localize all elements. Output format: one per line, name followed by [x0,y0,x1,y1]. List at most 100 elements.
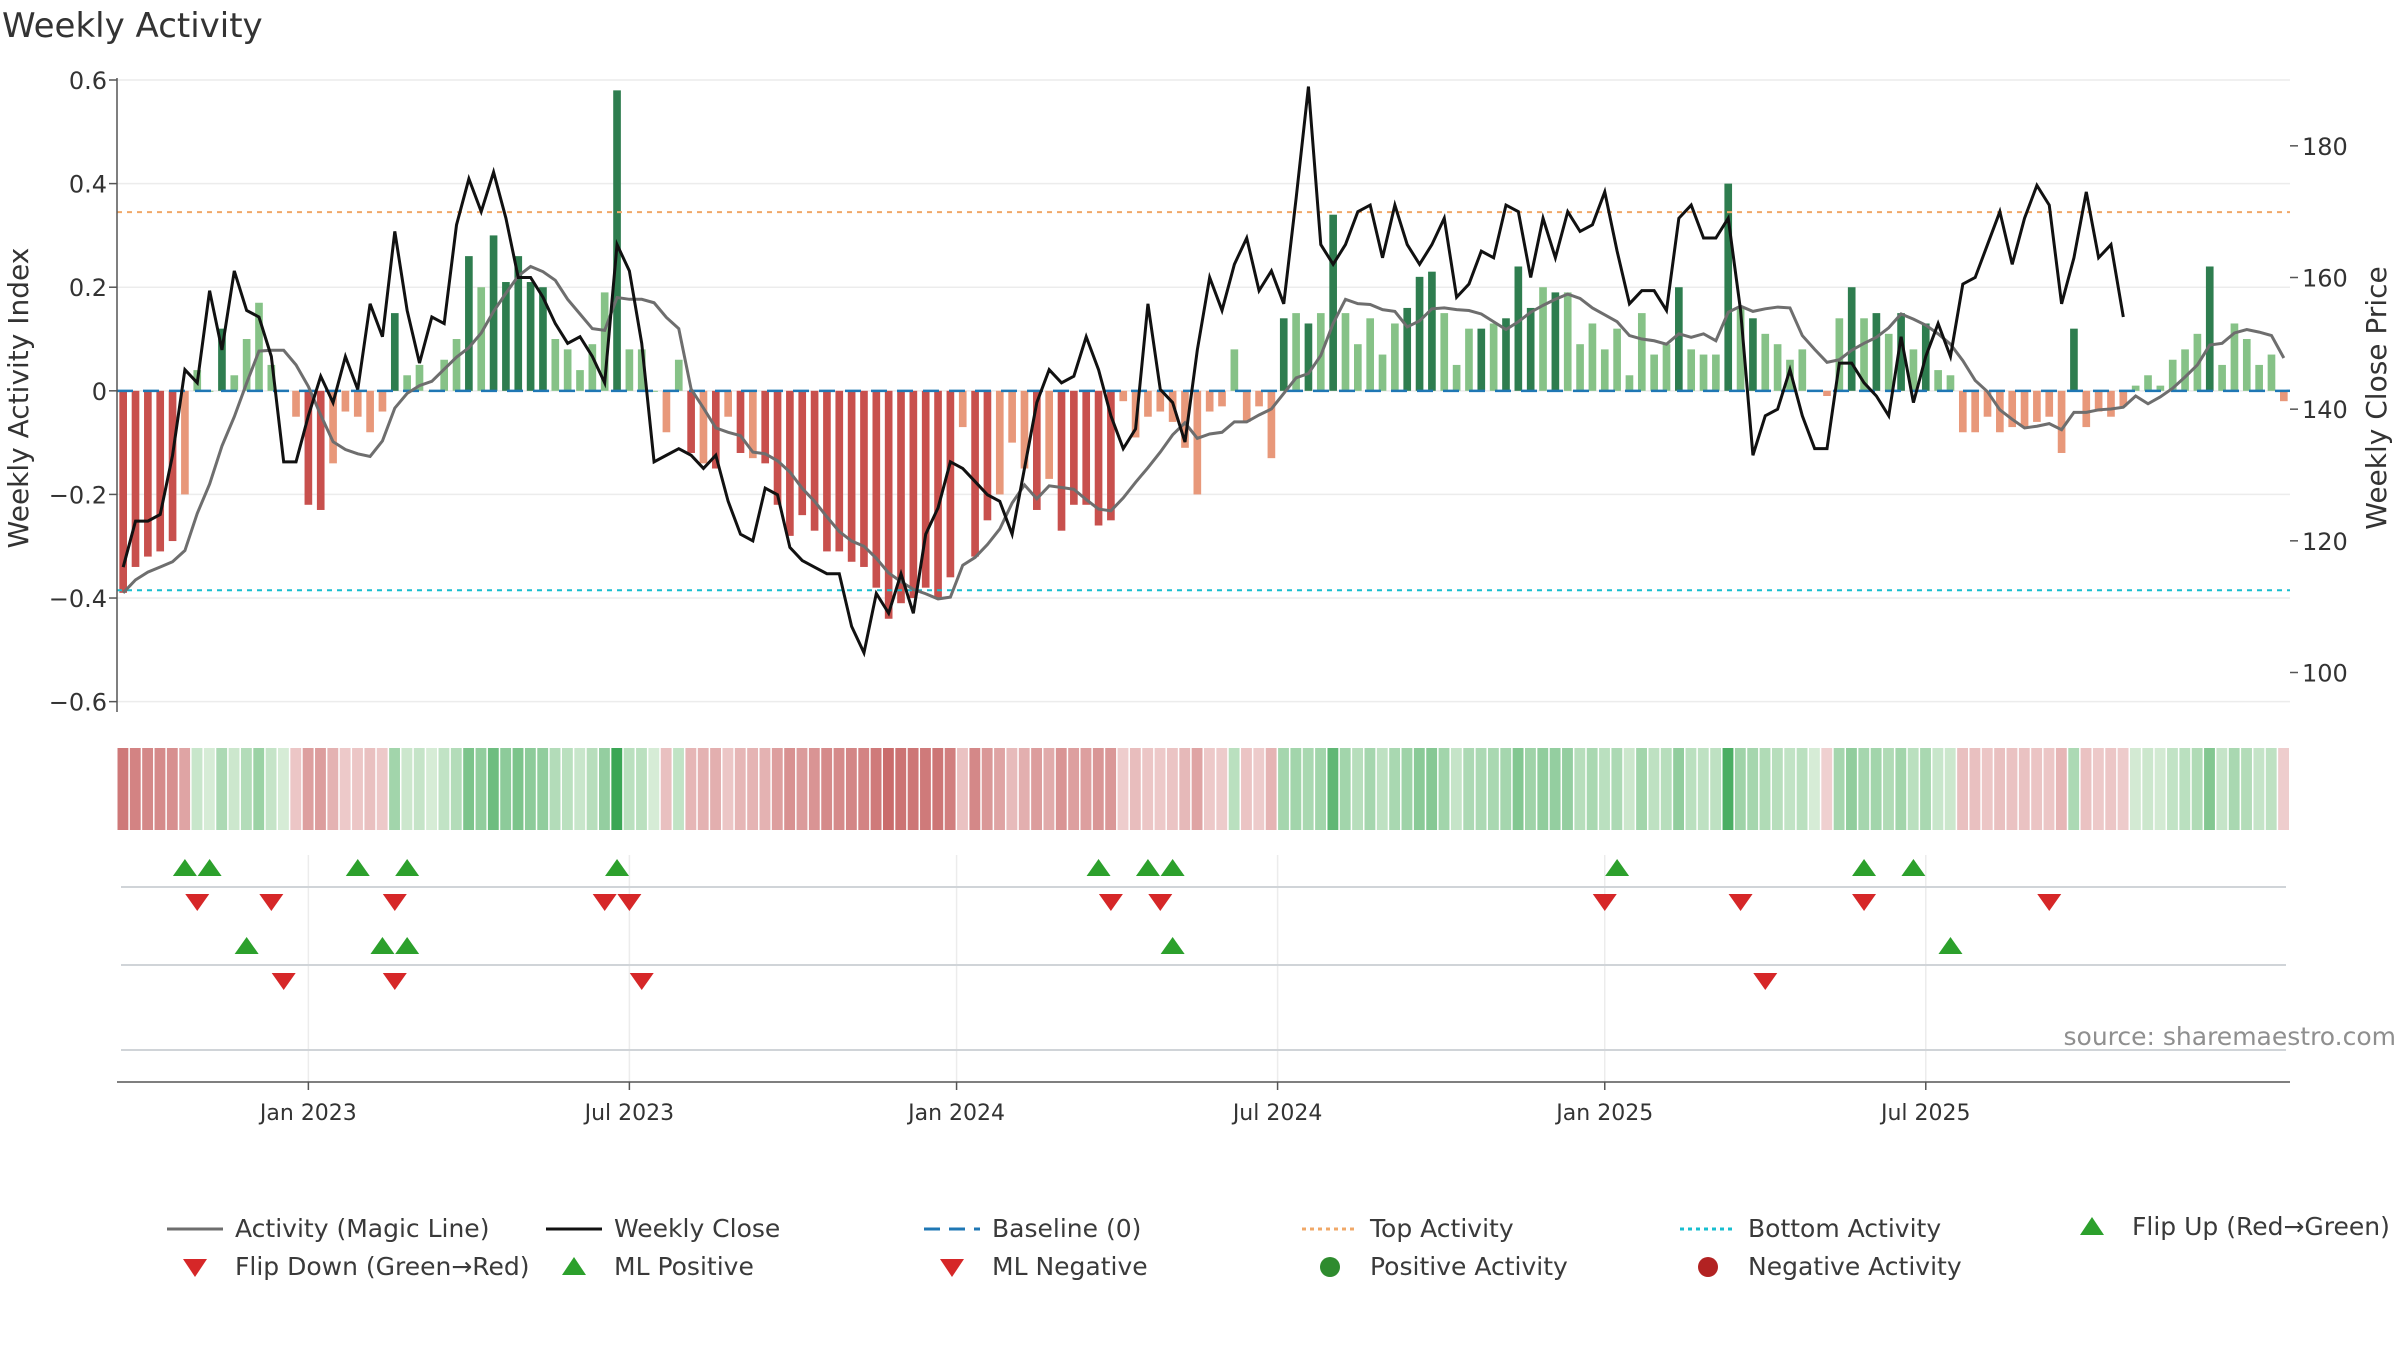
heat-strip-cell [228,748,240,830]
heat-strip-cell [463,748,475,830]
activity-bar [749,390,757,459]
heat-strip-cell [2092,748,2104,830]
flip-up-marker [1086,859,1111,876]
activity-bar [1588,323,1597,391]
legend-top-activity: Top Activity [1300,1214,1514,1243]
heat-strip-cell [1710,748,1722,830]
activity-bar [1242,390,1251,422]
activity-bar [625,349,634,391]
heat-strip-cell [1623,748,1635,830]
heat-strip-cell [660,748,672,830]
activity-bar [798,390,807,516]
reference-lines [117,211,2290,592]
activity-bar [1070,390,1078,505]
flip-up-marker [1605,859,1630,876]
heat-strip-cell [1129,748,1141,830]
heat-strip-cell [858,748,870,830]
heat-strip-cell [253,748,265,830]
heat-strip-cell [1006,748,1018,830]
heat-strip-cell [1648,748,1660,830]
activity-bar [847,390,856,562]
y-tick-label-left: −0.6 [49,689,107,717]
heat-strip-cell [1080,748,1092,830]
heat-strip-cell [265,748,277,830]
heat-strip-cell [697,748,709,830]
legend-ml-negative-label: ML Negative [992,1252,1148,1281]
activity-bar [255,302,263,391]
activity-bar [304,390,313,505]
activity-bar [1032,390,1041,510]
heat-strip-cell [512,748,524,830]
flip-down-marker [617,894,642,911]
heat-strip-cell [1191,748,1203,830]
activity-bar [144,390,152,557]
heat-strip-cell [524,748,536,830]
heat-strip-cell [1833,748,1845,830]
activity-bar [1650,354,1658,391]
activity-bar [514,256,523,391]
activity-bar [1181,390,1189,448]
legend-weekly-close-label: Weekly Close [614,1214,781,1243]
heat-strip-cell [2142,748,2154,830]
activity-bars [119,90,2288,619]
legend-negative-activity: Negative Activity [1678,1252,1962,1281]
heat-strip-cell [1265,748,1277,830]
heat-strip-cell [1846,748,1857,830]
activity-bar [1983,390,1992,417]
activity-bar [576,370,584,391]
y-tick-label-left: 0.2 [69,274,107,302]
activity-bar [2045,390,2054,417]
activity-bar [761,390,770,464]
heat-strip-cell [549,748,561,830]
activity-bar [1477,328,1486,391]
heat-strip-cell [1352,748,1364,830]
activity-bar [637,349,646,391]
activity-bar [1934,370,1942,391]
activity-bar [1144,390,1152,417]
activity-bar [2131,385,2140,391]
y-axis-left-label: Weekly Activity Index [2,248,35,549]
heat-strip-cell [1228,748,1240,830]
activity-bar [613,90,621,391]
heat-strip-cell [290,748,302,830]
heat-strip-cell [1759,748,1771,830]
heat-strip-cell [796,748,808,830]
activity-bar [897,390,905,604]
heat-strip-cell [1981,748,1993,830]
heat-strip-cell [1018,748,1030,830]
y-tick-label-right: 140 [2302,396,2348,424]
activity-bar [551,339,560,391]
activity-bar [600,292,609,391]
heat-strip-cell [1660,748,1672,830]
heat-strip-cell [2031,748,2043,830]
activity-bar [1847,287,1856,391]
y-axis-right-label: Weekly Close Price [2360,266,2393,529]
activity-bar [860,390,868,567]
activity-bar [909,390,918,599]
heat-strip-cell [2278,748,2289,830]
activity-bar [1403,307,1412,391]
activity-bar [1378,354,1387,391]
heat-strip-cell [1994,748,2006,830]
activity-bar [946,390,955,578]
heat-strip-cell [426,748,438,830]
heat-strip-cell [932,748,944,830]
heat-strip-cell [1278,748,1289,830]
ml-negative-marker [629,973,654,990]
legend-baseline-key [922,1217,982,1241]
heat-strip-cell [1883,748,1894,830]
activity-bar [786,390,794,536]
legend-flip-down: Flip Down (Green→Red) [165,1252,530,1281]
flip-up-marker [345,859,370,876]
heat-strip-cell [833,748,845,830]
heat-strip-cell [920,748,931,830]
heat-strip-cell [2105,748,2117,830]
activity-bar [1094,390,1103,526]
heat-strip-cell [352,748,363,830]
activity-bar [1576,344,1584,391]
heat-strip-cell [1920,748,1931,830]
heat-strip-cell [1142,748,1154,830]
activity-bar [1600,349,1609,391]
activity-bar [440,359,449,391]
heat-strip-cell [623,748,635,830]
